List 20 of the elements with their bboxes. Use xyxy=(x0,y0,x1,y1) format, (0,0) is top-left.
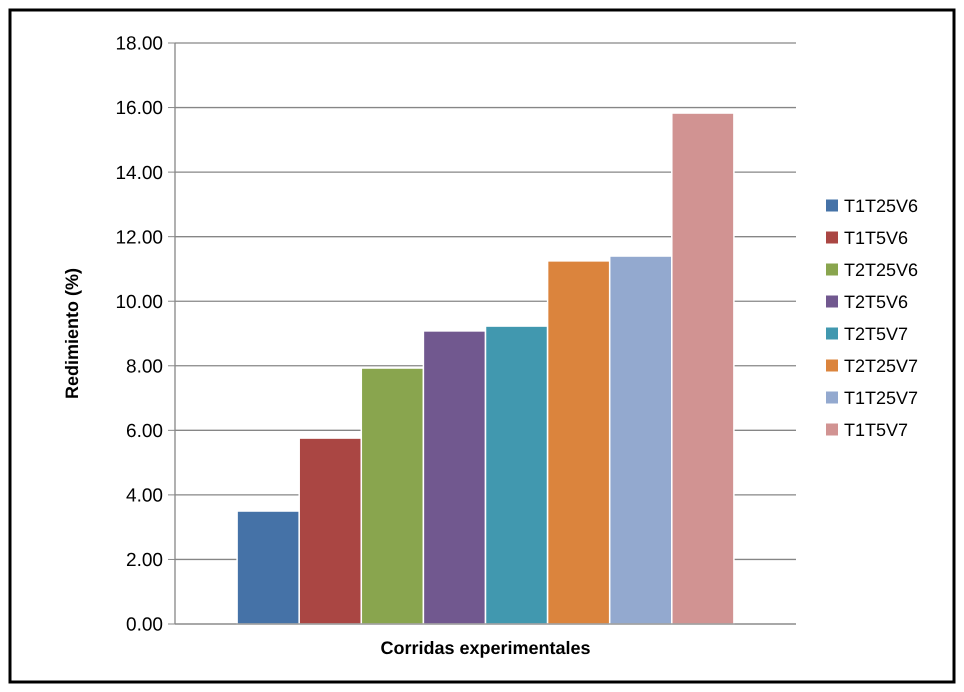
legend-label: T1T25V7 xyxy=(844,388,918,408)
legend-label: T2T5V6 xyxy=(844,292,908,312)
x-axis-title: Corridas experimentales xyxy=(380,638,591,658)
legend-label: T1T5V7 xyxy=(844,420,908,440)
y-tick-label: 18.00 xyxy=(115,34,163,55)
y-tick-label: 14.00 xyxy=(115,162,163,184)
y-tick-label: 4.00 xyxy=(126,486,163,507)
legend-label: T2T5V7 xyxy=(844,324,908,344)
legend-label: T1T25V6 xyxy=(844,196,918,216)
y-tick-label: 6.00 xyxy=(126,420,163,442)
legend-label: T2T25V6 xyxy=(844,260,918,280)
y-axis-title: Redimiento (%) xyxy=(62,268,82,400)
y-tick-label: 16.00 xyxy=(115,98,163,120)
y-tick-label: 10.00 xyxy=(115,292,163,313)
legend-label: T2T25V7 xyxy=(844,356,918,376)
y-tick-label: 2.00 xyxy=(126,550,163,572)
y-tick-label: 12.00 xyxy=(115,227,163,248)
legend-label: T1T5V6 xyxy=(844,228,908,248)
y-tick-label: 0.00 xyxy=(126,614,163,636)
y-tick-label: 8.00 xyxy=(126,356,163,378)
